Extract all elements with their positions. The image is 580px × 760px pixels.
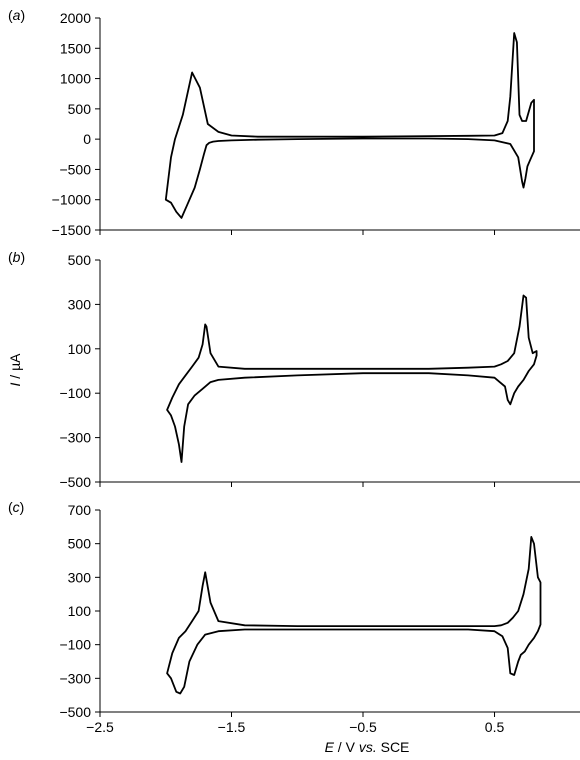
y-tick-label: 100 xyxy=(68,603,92,619)
panel-label: (c) xyxy=(8,499,24,515)
series-line xyxy=(164,32,535,219)
y-tick-label: −500 xyxy=(59,161,91,177)
panel-a: −1500 −1000 −500 0 500 1000 1500 2000 (a) xyxy=(8,7,580,238)
x-tick-label: −2.5 xyxy=(86,719,114,735)
y-tick-label: 500 xyxy=(68,101,92,117)
y-tick-label: 700 xyxy=(68,502,92,518)
y-tick-label: −500 xyxy=(59,704,91,720)
y-tick-label: −100 xyxy=(59,637,91,653)
y-tick-label: 300 xyxy=(68,296,92,312)
y-axis-label: I / µA xyxy=(7,353,23,387)
y-tick-label: 2000 xyxy=(60,10,91,26)
y-tick-label: 500 xyxy=(68,252,92,268)
panel-c: −500 −300 −100 100 300 500 700 (c) xyxy=(8,499,580,720)
y-tick-label: 100 xyxy=(68,341,92,357)
y-tick-label: −1000 xyxy=(52,192,92,208)
x-axis-ticks: −2.5 −1.5 −0.5 0.5 xyxy=(86,719,504,735)
y-tick-label: −300 xyxy=(59,670,91,686)
panel-b: −500 −300 −100 100 300 500 (b) xyxy=(8,249,580,490)
series-line xyxy=(166,536,542,695)
y-tick-label: −100 xyxy=(59,385,91,401)
y-tick-label: −300 xyxy=(59,430,91,446)
y-tick-label: 0 xyxy=(83,131,91,147)
y-tick-label: −1500 xyxy=(52,222,92,238)
y-tick-label: −500 xyxy=(59,474,91,490)
y-tick-label: 1500 xyxy=(60,40,91,56)
chart-panels: −1500 −1000 −500 0 500 1000 1500 2000 (a) −500 −30… xyxy=(8,7,580,720)
x-axis-label: E / V vs. SCE xyxy=(325,739,410,755)
x-tick-label: −1.5 xyxy=(218,719,246,735)
x-tick-label: −0.5 xyxy=(349,719,377,735)
panel-label: (b) xyxy=(8,249,25,265)
panel-label: (a) xyxy=(8,7,25,23)
y-tick-label: 1000 xyxy=(60,71,91,87)
series-line xyxy=(166,294,538,463)
y-tick-label: 300 xyxy=(68,569,92,585)
x-tick-label: 0.5 xyxy=(485,719,505,735)
y-tick-label: 500 xyxy=(68,536,92,552)
